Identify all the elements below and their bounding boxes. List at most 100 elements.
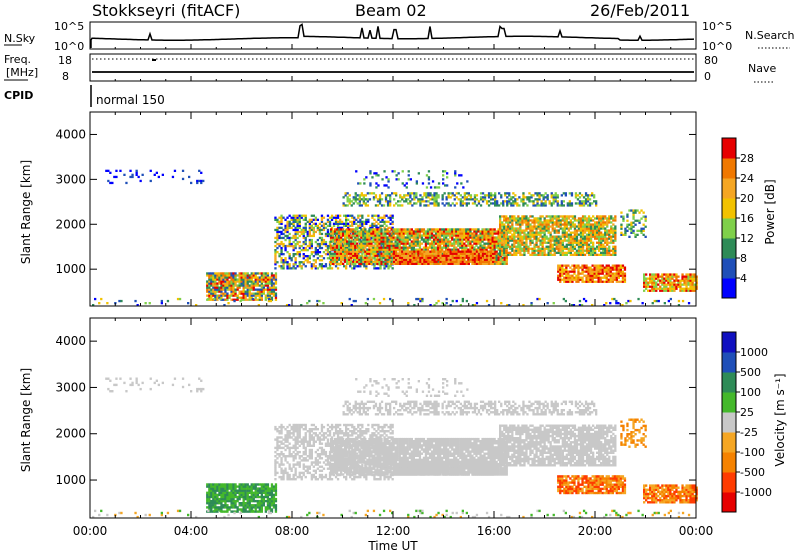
power-cell <box>340 262 343 265</box>
power-cell <box>212 278 215 281</box>
power-cell <box>361 220 364 223</box>
power-cell <box>266 274 270 277</box>
power-cell <box>517 235 520 238</box>
power-cell <box>439 240 442 243</box>
power-cell <box>595 280 598 283</box>
power-cell <box>481 234 484 237</box>
power-cell <box>521 253 524 256</box>
power-cell <box>320 218 324 221</box>
power-cell <box>425 196 428 199</box>
power-cell <box>435 250 438 253</box>
power-cell <box>351 267 354 270</box>
power-cell <box>591 202 594 205</box>
power-cell <box>294 259 297 262</box>
power-cell <box>324 234 328 238</box>
power-cell <box>487 204 491 207</box>
power-cell <box>356 250 359 253</box>
power-cell <box>601 264 604 267</box>
power-cell <box>611 266 614 269</box>
power-cell <box>581 249 585 252</box>
power-cell <box>605 276 608 279</box>
power-cell <box>481 236 484 239</box>
power-cell <box>380 228 383 231</box>
power-cell <box>402 232 405 235</box>
power-cell <box>608 241 611 244</box>
power-cell <box>611 264 614 267</box>
power-cell <box>675 285 678 288</box>
power-cell <box>575 241 579 244</box>
power-cell <box>555 221 558 224</box>
power-cell <box>589 229 593 232</box>
power-cell <box>294 261 297 264</box>
power-cell <box>246 276 249 279</box>
power-cell <box>370 248 373 251</box>
power-cell <box>511 229 514 232</box>
power-cell <box>331 246 335 249</box>
power-cell <box>527 249 530 252</box>
power-cell <box>533 251 536 254</box>
power-cell <box>419 250 422 253</box>
power-cell <box>581 253 585 256</box>
power-cell <box>432 244 436 247</box>
power-cell <box>424 262 428 265</box>
power-cell <box>595 264 598 267</box>
power-cell <box>516 198 519 201</box>
power-cell <box>583 249 587 252</box>
power-cell <box>360 246 363 249</box>
power-cell <box>673 281 676 284</box>
power-cell <box>364 256 367 259</box>
power-cell <box>553 229 556 232</box>
power-cell <box>360 198 363 201</box>
power-cell <box>383 220 386 223</box>
power-cell <box>368 250 371 253</box>
power-cell <box>487 240 490 243</box>
power-cell <box>609 280 612 283</box>
power-cell <box>206 290 209 293</box>
power-cell <box>298 226 301 229</box>
power-cell <box>557 247 560 250</box>
power-cell <box>333 254 337 257</box>
power-cell <box>473 242 476 245</box>
power-cell <box>242 276 245 279</box>
power-cell <box>457 252 460 255</box>
power-cell <box>401 254 404 257</box>
power-cell <box>298 265 301 268</box>
power-cell <box>535 235 538 238</box>
power-cell <box>432 238 436 241</box>
power-cell <box>479 250 483 253</box>
power-cell <box>501 256 504 259</box>
power-cell <box>502 200 505 203</box>
power-cell <box>539 217 542 220</box>
power-cell <box>602 253 605 256</box>
power-cell <box>397 200 400 203</box>
power-cell <box>342 240 345 243</box>
power-cell <box>366 200 369 203</box>
power-cell <box>434 238 438 241</box>
power-cell <box>298 246 301 250</box>
power-cell <box>374 228 377 231</box>
power-cell <box>490 260 493 263</box>
power-cell <box>574 194 578 197</box>
power-cell <box>565 280 568 283</box>
power-cell <box>529 215 532 218</box>
power-cell <box>453 194 456 197</box>
power-cell <box>549 233 552 236</box>
power-cell <box>463 256 466 259</box>
power-cell <box>671 289 674 292</box>
power-cell <box>505 251 508 254</box>
power-cell <box>451 250 454 253</box>
power-cell <box>483 258 487 261</box>
power-cell <box>591 274 594 277</box>
power-cell <box>687 279 690 282</box>
power-cell <box>331 258 335 261</box>
power-cell <box>422 232 426 235</box>
power-cell <box>368 246 371 249</box>
power-cell <box>457 232 460 235</box>
power-cell <box>541 245 544 248</box>
power-cell <box>374 236 377 239</box>
power-cell <box>401 252 404 255</box>
power-cell <box>288 255 291 258</box>
power-cell <box>481 238 484 241</box>
power-cell <box>592 223 595 226</box>
power-cell <box>477 252 480 255</box>
